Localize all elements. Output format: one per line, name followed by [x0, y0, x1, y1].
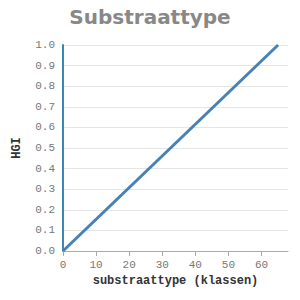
- svg-text:10: 10: [89, 259, 102, 271]
- svg-text:50: 50: [222, 259, 235, 271]
- svg-text:substraattype (klassen): substraattype (klassen): [93, 274, 259, 288]
- svg-text:40: 40: [189, 259, 202, 271]
- svg-text:0: 0: [60, 259, 67, 271]
- svg-text:0.9: 0.9: [35, 60, 55, 72]
- svg-text:30: 30: [156, 259, 169, 271]
- svg-text:1.0: 1.0: [35, 39, 55, 51]
- svg-text:0.6: 0.6: [35, 121, 55, 133]
- svg-text:20: 20: [123, 259, 136, 271]
- svg-text:60: 60: [255, 259, 268, 271]
- svg-text:0.5: 0.5: [35, 142, 55, 154]
- svg-text:Substraattype: Substraattype: [69, 5, 230, 29]
- svg-text:0.1: 0.1: [35, 224, 55, 236]
- svg-text:0.7: 0.7: [35, 101, 55, 113]
- svg-text:0.4: 0.4: [35, 163, 55, 175]
- svg-text:0.2: 0.2: [35, 204, 55, 216]
- svg-text:HGI: HGI: [10, 137, 24, 159]
- svg-text:0.3: 0.3: [35, 183, 55, 195]
- svg-text:0.0: 0.0: [35, 245, 55, 257]
- svg-text:0.8: 0.8: [35, 80, 55, 92]
